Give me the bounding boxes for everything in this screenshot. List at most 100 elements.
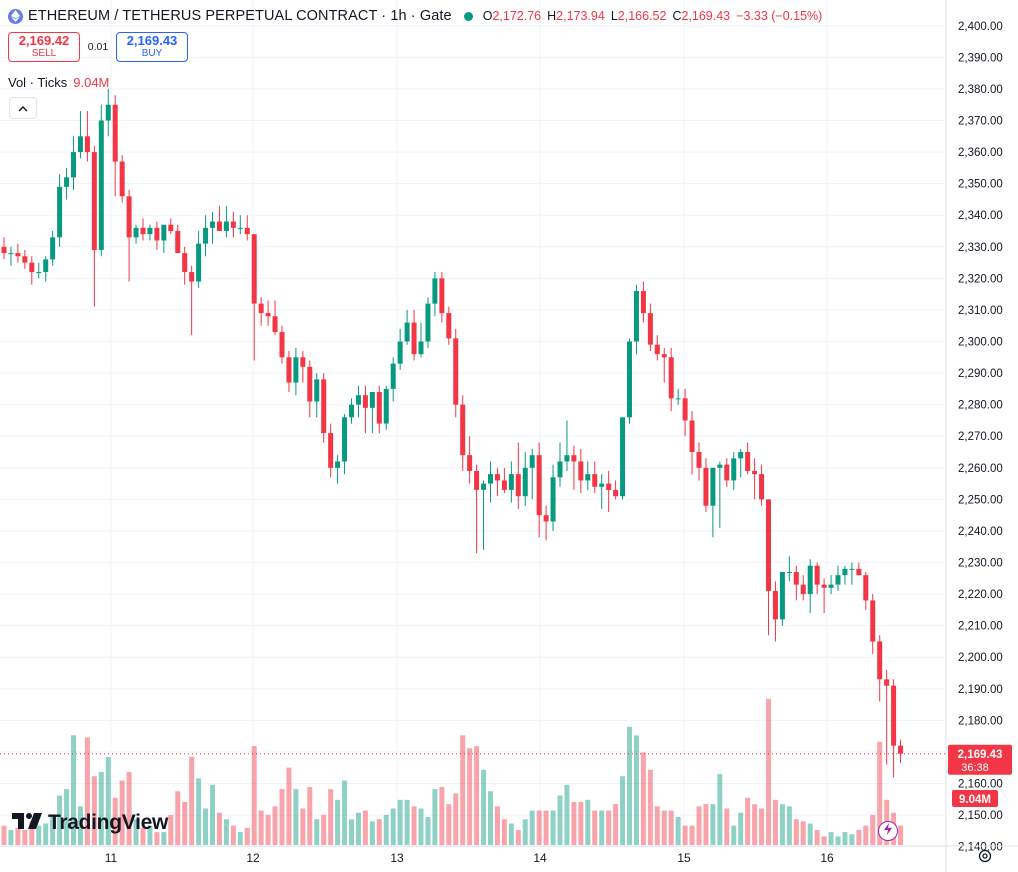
candle-body <box>36 272 42 274</box>
volume-bar <box>682 825 688 845</box>
volume-bar <box>161 832 167 845</box>
x-tick-label: 11 <box>105 851 118 865</box>
symbol-title[interactable]: ETHEREUM / TETHERUS PERPETUAL CONTRACT ·… <box>28 8 452 24</box>
y-tick-label: 2,280.00 <box>958 400 1003 412</box>
candle-body <box>390 363 396 389</box>
candle-body <box>15 253 21 257</box>
volume-bar <box>779 804 785 845</box>
volume-bar <box>265 814 271 845</box>
volume-legend[interactable]: Vol · Ticks 9.04M <box>8 75 109 90</box>
buy-button[interactable]: 2,169.43 BUY <box>116 32 188 62</box>
candle-body <box>779 572 785 620</box>
candle-body <box>98 120 104 250</box>
volume-bar <box>43 823 49 845</box>
volume-bar <box>119 780 125 845</box>
candle-body <box>223 221 229 232</box>
volume-bar <box>453 793 459 845</box>
candle-body <box>627 341 632 418</box>
candle-body <box>397 341 403 364</box>
y-tick-label: 2,300.00 <box>958 337 1003 349</box>
volume-bar <box>272 806 278 845</box>
settings-button[interactable] <box>976 849 994 867</box>
lightning-button[interactable] <box>878 821 898 841</box>
sell-button[interactable]: 2,169.42 SELL <box>8 32 80 62</box>
y-tick-label: 2,320.00 <box>958 273 1003 285</box>
candle-body <box>467 455 473 471</box>
volume-bar <box>168 814 174 845</box>
y-tick-label: 2,340.00 <box>958 210 1003 222</box>
tradingview-logo[interactable]: TradingView <box>12 811 168 835</box>
candle-body <box>668 357 674 399</box>
volume-bar <box>446 804 452 845</box>
volume-bar <box>126 771 132 845</box>
volume-bar <box>50 814 56 845</box>
volume-bar <box>84 737 90 845</box>
volume-bar <box>300 808 306 845</box>
volume-legend-label: Vol · Ticks <box>8 75 68 90</box>
candle-body <box>1 246 7 254</box>
chevron-up-icon <box>18 99 28 117</box>
candle-body <box>112 104 118 162</box>
candle-body <box>286 357 292 383</box>
volume-bar <box>738 812 744 845</box>
x-tick-label: 15 <box>677 851 691 865</box>
volume-bar <box>585 799 591 845</box>
candle-body <box>29 262 35 273</box>
volume-bar <box>696 806 702 845</box>
volume-value-label: 9.04M <box>959 794 991 806</box>
candle-body <box>300 357 306 367</box>
y-tick-label: 2,220.00 <box>958 589 1003 601</box>
volume-bar <box>759 808 765 845</box>
volume-bar <box>543 810 549 845</box>
y-tick-label: 2,230.00 <box>958 558 1003 570</box>
candle-body <box>522 467 528 497</box>
volume-bar <box>814 829 820 845</box>
candle-body <box>175 231 181 254</box>
collapse-legend-button[interactable] <box>9 97 37 119</box>
candle-body <box>418 341 424 355</box>
volume-bar <box>689 825 695 845</box>
y-tick-label: 2,140.00 <box>958 842 1003 854</box>
candle-body <box>772 590 778 620</box>
candle-body <box>640 291 646 314</box>
volume-bar <box>140 827 146 845</box>
volume-bar <box>355 812 361 845</box>
volume-bar <box>494 806 500 845</box>
y-tick-label: 2,160.00 <box>958 779 1003 791</box>
candle-body <box>57 186 63 238</box>
candle-body <box>91 152 97 250</box>
candle-body <box>133 227 139 238</box>
candle-body <box>613 489 619 497</box>
gear-icon <box>977 848 993 869</box>
candle-body <box>362 395 368 408</box>
volume-bar <box>147 825 153 845</box>
candle-body <box>369 392 375 408</box>
volume-bar <box>772 799 778 845</box>
volume-bar <box>349 819 354 845</box>
candle-body <box>446 313 452 339</box>
volume-bar <box>223 819 229 845</box>
y-tick-label: 2,240.00 <box>958 526 1003 538</box>
tradingview-logo-text: TradingView <box>48 811 169 834</box>
volume-bar <box>390 808 396 845</box>
volume-bar <box>22 829 28 845</box>
volume-bar <box>196 778 202 845</box>
candle-body <box>696 452 702 468</box>
volume-bar <box>599 810 605 845</box>
volume-bar <box>536 810 542 845</box>
ethereum-icon[interactable] <box>8 8 23 24</box>
volume-bar <box>731 825 737 845</box>
volume-bar <box>821 836 827 845</box>
candle-body <box>411 322 417 355</box>
candle-body <box>592 474 598 487</box>
market-status-dot <box>463 11 473 21</box>
volume-bar <box>64 789 70 845</box>
candle-body <box>620 417 626 497</box>
volume-bar <box>432 789 438 845</box>
candle-body <box>529 455 535 468</box>
volume-bar <box>842 832 848 845</box>
candle-body <box>863 575 869 601</box>
high-value: 2,173.94 <box>556 9 605 23</box>
